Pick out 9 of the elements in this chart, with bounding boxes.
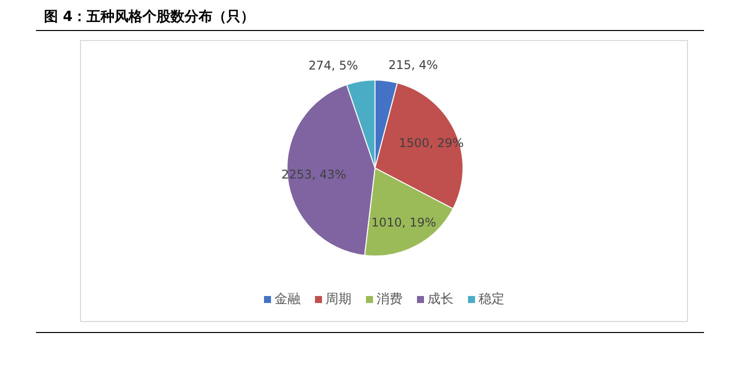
- data-label: 1010, 19%: [371, 215, 436, 230]
- legend-label: 稳定: [478, 291, 504, 308]
- text: 图 4：五种风格个股数分布（只）: [44, 8, 255, 26]
- data-label: 215, 4%: [388, 58, 438, 72]
- legend-label: 金融: [274, 291, 300, 308]
- legend-label: 消费: [376, 291, 402, 308]
- data-label: 274, 5%: [308, 58, 358, 72]
- legend-label: 成长: [426, 291, 454, 308]
- legend-label: 周期: [324, 291, 352, 308]
